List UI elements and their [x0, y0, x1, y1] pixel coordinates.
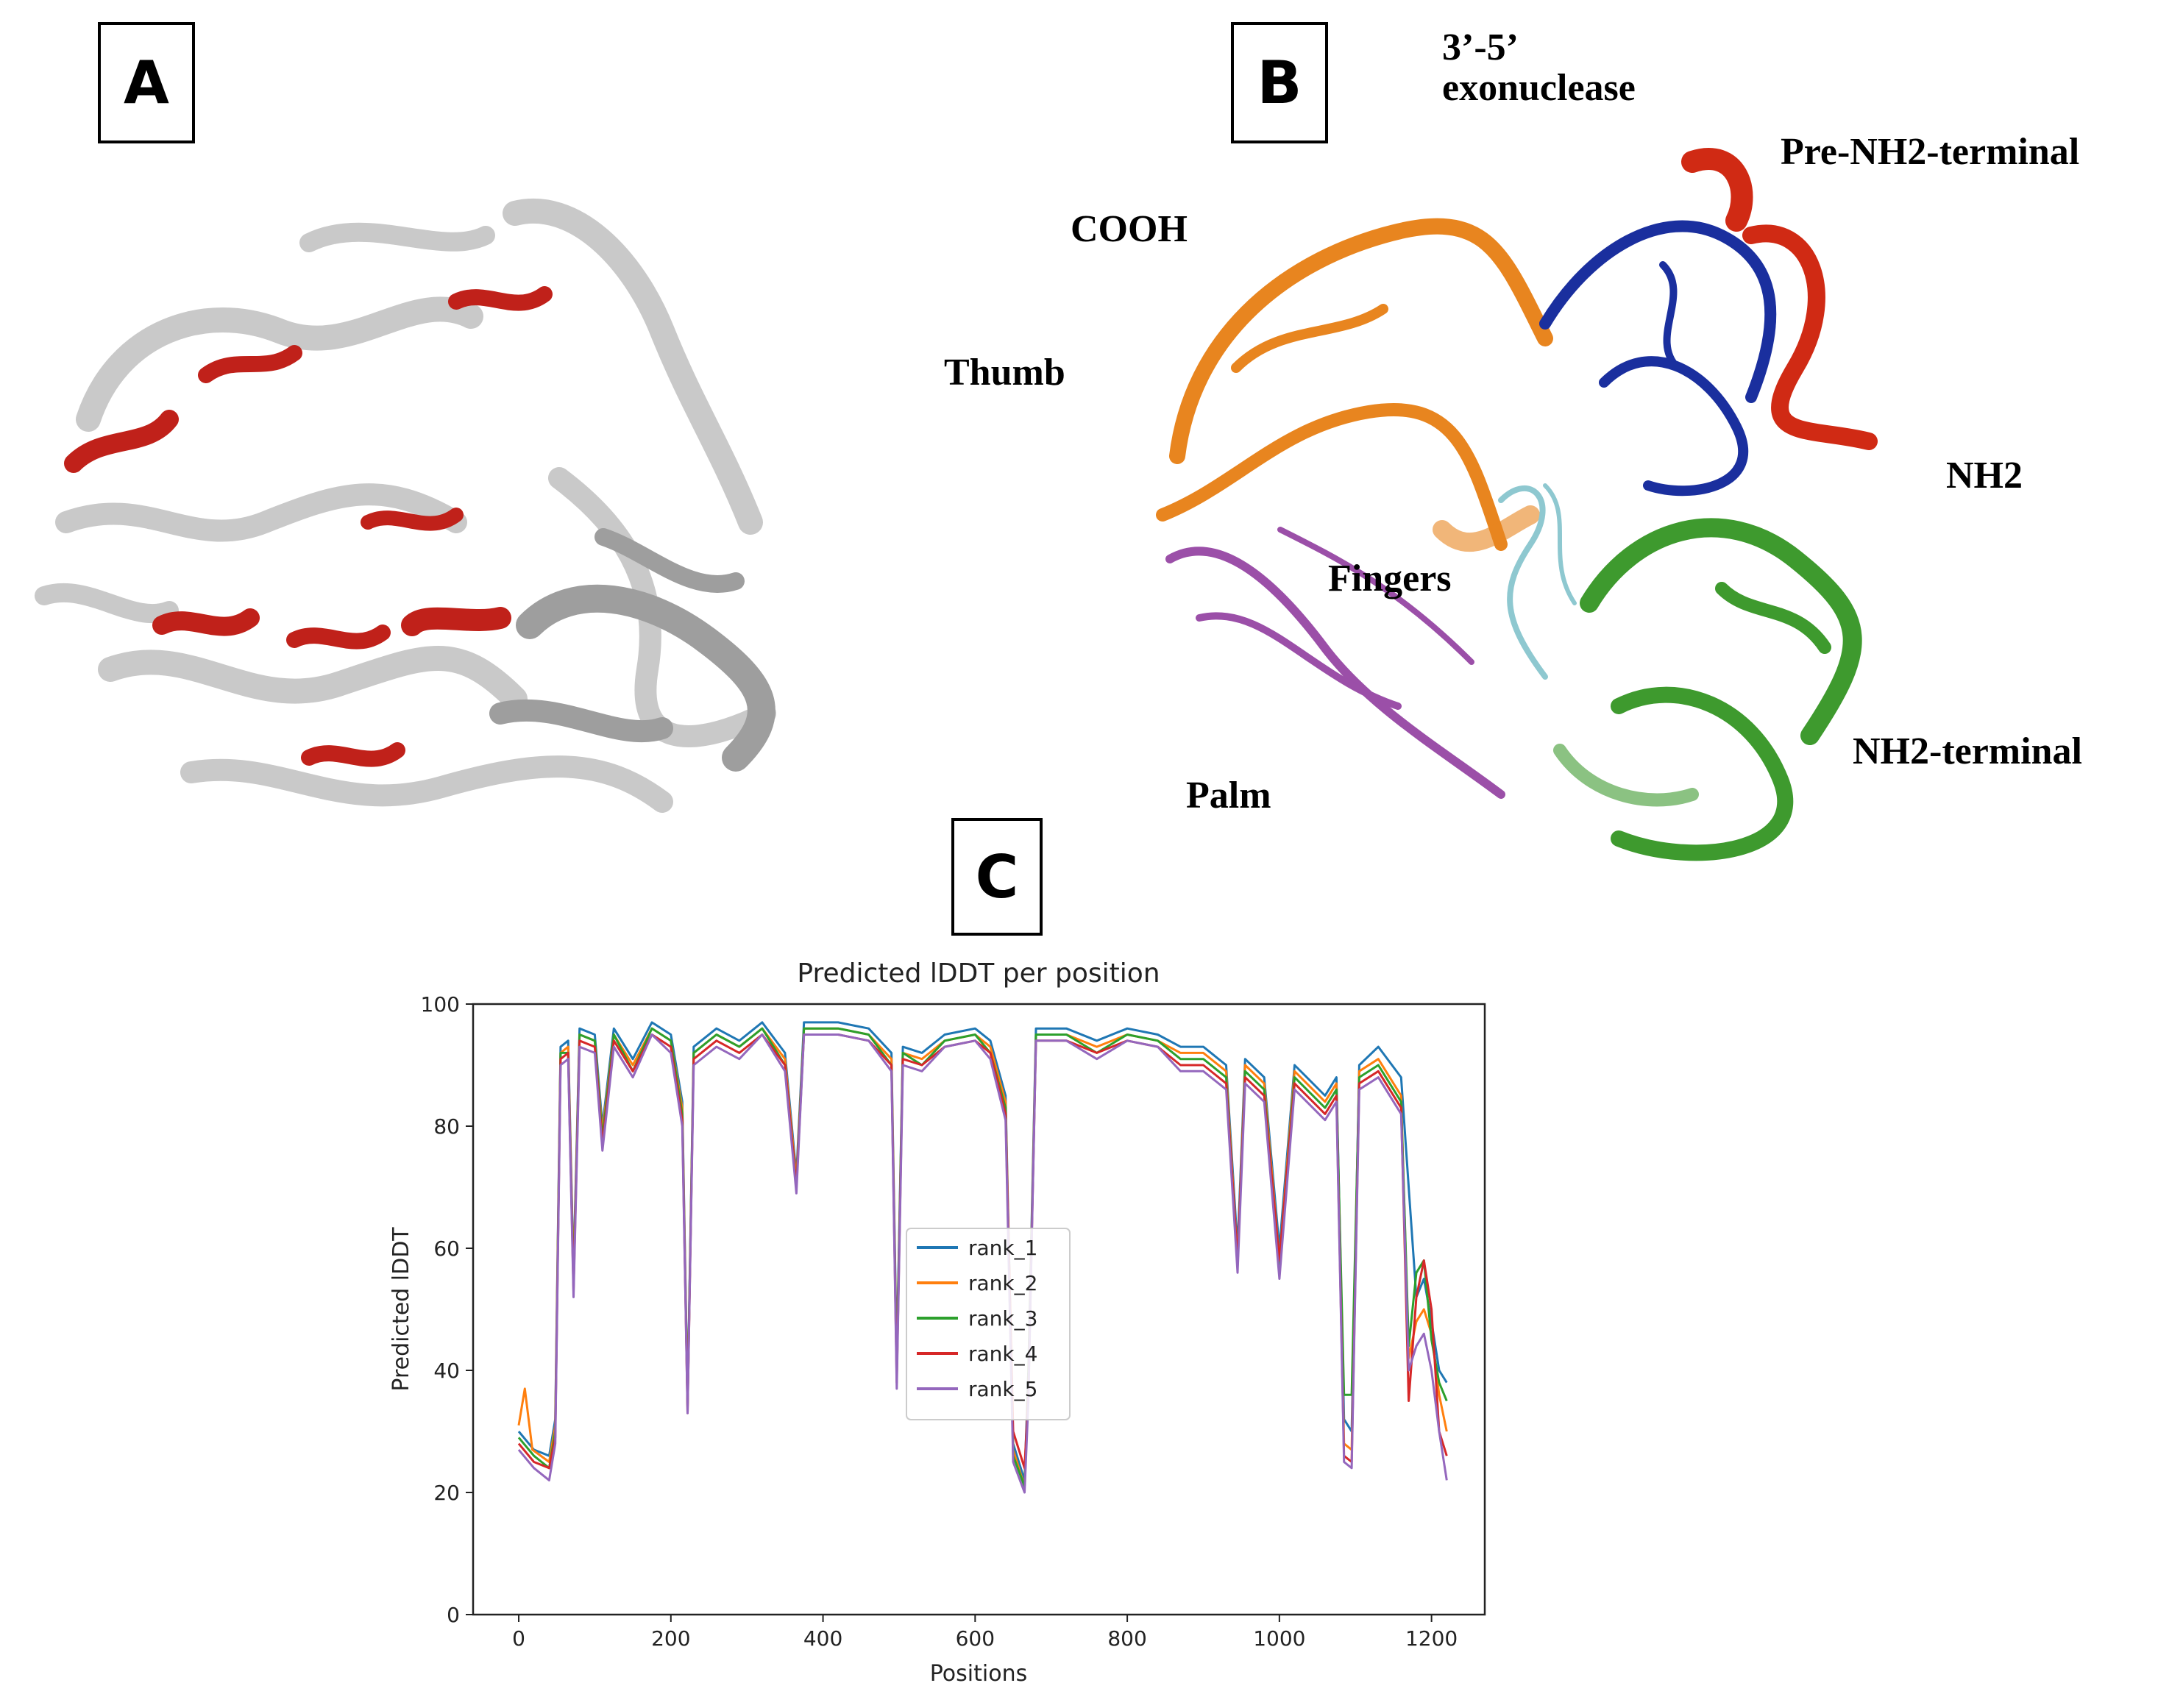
- pre-nh2-terminal-domain: [1681, 148, 1878, 450]
- legend: rank_1 rank_2 rank_3 rank_4 rank_5: [906, 1228, 1071, 1420]
- panel-a-protein-structure: [35, 198, 776, 813]
- panel-c-label: C: [951, 818, 1043, 936]
- ribbon-red-highlights: [64, 286, 553, 767]
- x-tick-label: 1200: [1405, 1626, 1458, 1651]
- panel-c-letter: C: [975, 842, 1019, 911]
- label-exonuclease-line1: 3’-5’: [1442, 26, 1519, 68]
- panel-b-domain-structure: [1156, 148, 1878, 861]
- legend-box: [906, 1228, 1071, 1420]
- plot-frame: [472, 1003, 1486, 1616]
- x-tick-label: 400: [803, 1626, 842, 1651]
- x-tick-label: 200: [651, 1626, 690, 1651]
- thumb-domain: [1156, 218, 1553, 552]
- y-tick-label: 0: [447, 1603, 460, 1627]
- panel-a-label: A: [98, 22, 195, 143]
- y-tick-label: 100: [421, 992, 460, 1017]
- ribbon-dark-gray-region: [489, 528, 775, 772]
- x-axis-label: Positions: [930, 1661, 1027, 1687]
- panel-b-letter: B: [1257, 49, 1302, 117]
- label-pre-nh2-terminal: Pre-NH2-terminal: [1781, 131, 2080, 173]
- chart-title: Predicted lDDT per position: [797, 958, 1160, 989]
- label-fingers: Fingers: [1328, 558, 1452, 599]
- label-cooh: COOH: [1071, 208, 1188, 250]
- legend-entry-label: rank_4: [968, 1342, 1037, 1366]
- y-tick-label: 40: [433, 1359, 460, 1383]
- x-tick-label: 0: [512, 1626, 525, 1651]
- label-nh2-terminal: NH2-terminal: [1853, 730, 2082, 772]
- y-tick-label: 80: [433, 1114, 460, 1139]
- panel-b-label: B: [1231, 22, 1328, 143]
- legend-entry-label: rank_3: [968, 1306, 1037, 1331]
- label-thumb: Thumb: [944, 352, 1065, 394]
- label-nh2: NH2: [1946, 455, 2023, 497]
- label-exonuclease-line2: exonuclease: [1442, 66, 1636, 109]
- label-palm: Palm: [1186, 775, 1271, 816]
- series-layer: [517, 1021, 1448, 1494]
- y-axis-label: Predicted lDDT: [388, 1227, 414, 1392]
- nh2-terminal-domain: [1553, 518, 1862, 861]
- axes-layer: 0 200 400 600 800 1000 1200 0 20 40 60 80 100: [421, 992, 1458, 1651]
- fingers-domain: [1498, 483, 1577, 680]
- x-tick-label: 800: [1107, 1626, 1146, 1651]
- panel-a-letter: A: [124, 49, 169, 117]
- y-tick-label: 20: [433, 1481, 460, 1505]
- legend-entry-label: rank_5: [968, 1377, 1037, 1401]
- ribbon-gray-body: [35, 198, 776, 813]
- legend-entry-label: rank_2: [968, 1271, 1037, 1295]
- palm-domain: [1165, 527, 1505, 799]
- x-tick-label: 600: [956, 1626, 995, 1651]
- series-line-rank-5: [517, 1033, 1448, 1494]
- label-exonuclease: 3’-5’ exonuclease: [1442, 26, 1636, 109]
- legend-entry-label: rank_1: [968, 1236, 1037, 1260]
- exonuclease-domain: [1539, 220, 1777, 497]
- y-tick-label: 60: [433, 1236, 460, 1261]
- plddt-line-chart: Predicted lDDT per position 0 200 400 600 80…: [388, 958, 1486, 1687]
- x-tick-label: 1000: [1253, 1626, 1305, 1651]
